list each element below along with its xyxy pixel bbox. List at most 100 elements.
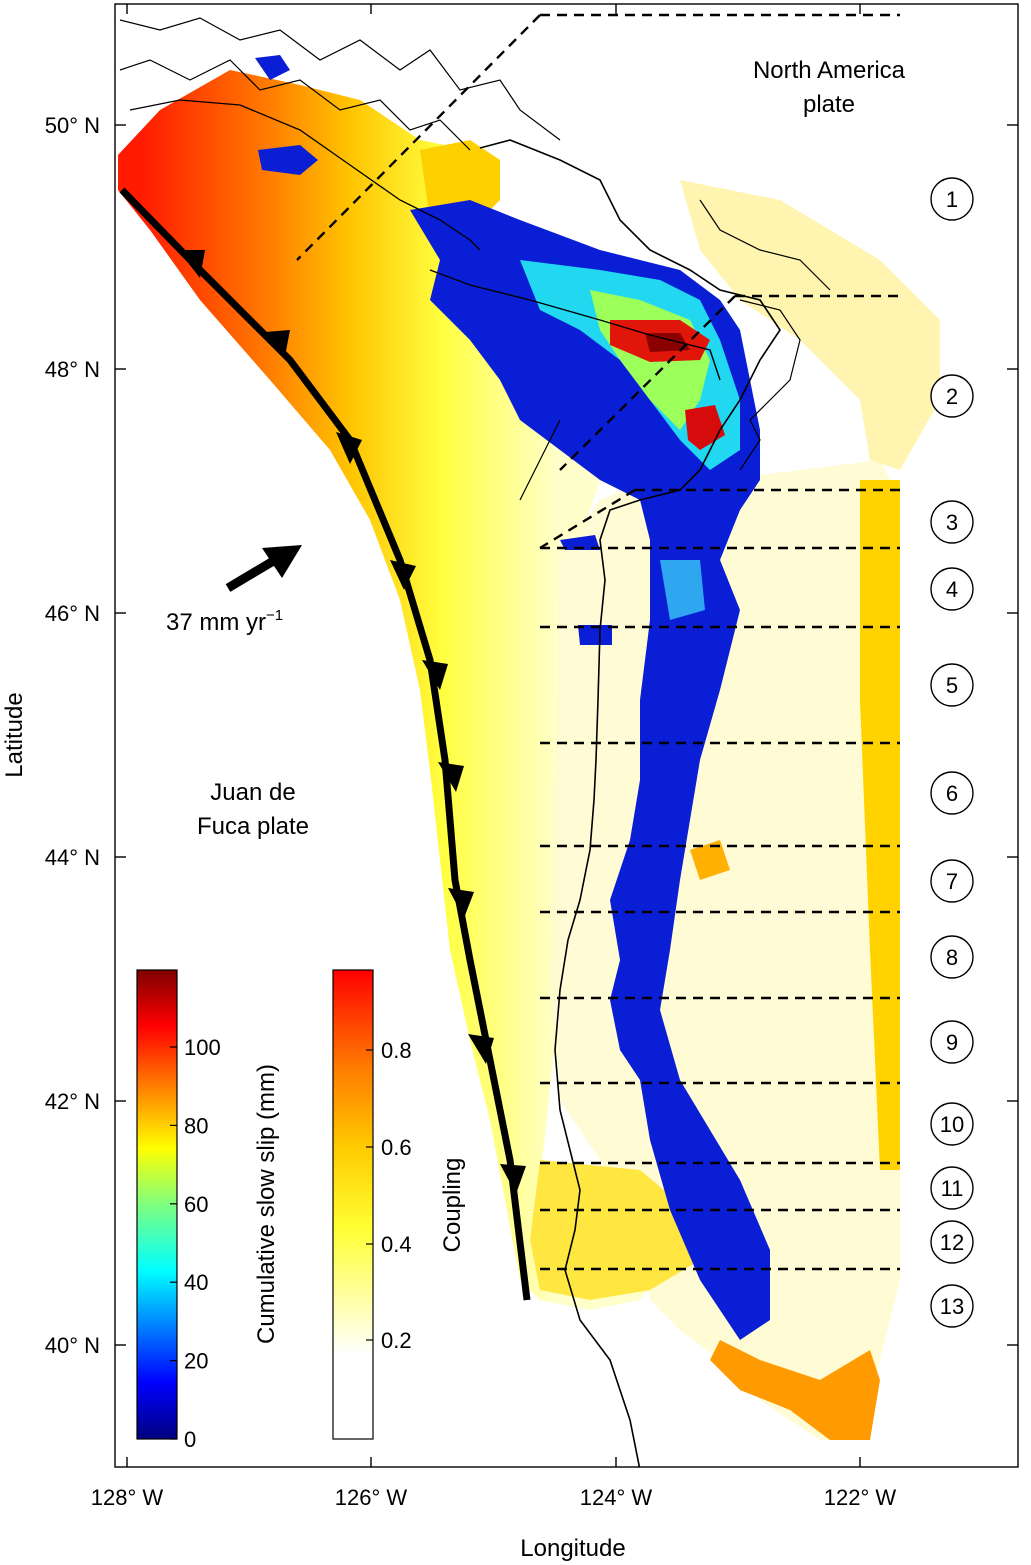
north-america-label-1: North America — [753, 57, 906, 84]
slip-blue-isolated-2 — [560, 535, 600, 550]
coupling-south-band — [530, 1160, 700, 1300]
coupling-colorbar-ramp — [332, 969, 374, 1440]
slip-colorbar-tick-label: 0 — [184, 1427, 196, 1452]
slip-colorbar-tick-label: 60 — [184, 1192, 208, 1217]
y-tick-label: 48° N — [45, 357, 100, 382]
segment-label: 5 — [946, 673, 958, 698]
y-tick-label: 42° N — [45, 1089, 100, 1114]
segment-number-10: 10 — [930, 1102, 974, 1146]
juan-de-fuca-label-1: Juan de — [210, 779, 295, 806]
segment-circle — [930, 500, 974, 544]
y-tick-label: 50° N — [45, 113, 100, 138]
segment-label: 11 — [941, 1176, 964, 1201]
slip-colorbar: 0 20 40 60 80 100 Cumulative slow slip (mm) — [136, 969, 280, 1452]
segment-circle — [930, 663, 974, 707]
x-tick-label: 126° W — [335, 1485, 408, 1510]
segment-number-11: 11 — [930, 1166, 974, 1210]
trench-line — [119, 187, 531, 1301]
y-tick-label: 44° N — [45, 845, 100, 870]
segment-circle — [930, 374, 974, 418]
coupling-ridge-south — [710, 1340, 880, 1440]
segment-number-2: 2 — [930, 374, 974, 418]
y-axis-title: Latitude — [1, 692, 28, 777]
velocity-label: 37 mm yr−1 — [166, 607, 283, 636]
north-america-label-2: plate — [803, 91, 855, 118]
coupling-colorbar-tick-label: 0.8 — [381, 1038, 412, 1063]
slip-colorbar-tick-label: 20 — [184, 1349, 208, 1374]
slip-colorbar-ramp — [136, 969, 178, 1440]
segment-label: 13 — [940, 1294, 964, 1319]
segment-circle — [930, 1020, 974, 1064]
coastline-inland-1 — [119, 17, 561, 141]
slip-cyan-mid — [660, 560, 705, 620]
segment-circle — [930, 1166, 974, 1210]
coupling-north-pale — [680, 180, 940, 470]
coupling-colorbar-tick-label: 0.4 — [381, 1232, 412, 1257]
slip-darkred-patch — [645, 333, 690, 352]
segment-label: 8 — [946, 945, 958, 970]
coastline-inland-2 — [119, 59, 471, 151]
segment-number-12: 12 — [930, 1220, 974, 1264]
coupling-colorbar-tick-label: 0.6 — [381, 1135, 412, 1160]
segment-number-6: 6 — [930, 771, 974, 815]
slip-blue-north — [258, 145, 318, 175]
segment-label: 10 — [940, 1112, 964, 1137]
trench-teeth — [178, 250, 526, 1194]
segment-label: 12 — [940, 1230, 964, 1255]
map-content: North America plate Juan de Fuca plate 3… — [118, 13, 940, 1467]
coastline-strait — [429, 269, 721, 381]
segment-label: 3 — [946, 510, 958, 535]
segment-number-3: 3 — [930, 500, 974, 544]
segment-circle — [930, 1102, 974, 1146]
segment-number-13: 13 — [930, 1284, 974, 1328]
coupling-colorbar: 0.2 0.4 0.6 0.8 Coupling — [332, 969, 466, 1440]
segment-number-4: 4 — [930, 567, 974, 611]
juan-de-fuca-label-2: Fuca plate — [197, 813, 309, 840]
segment-circle — [930, 859, 974, 903]
y-tick-label: 46° N — [45, 601, 100, 626]
slip-colorbar-tick-label: 100 — [184, 1035, 221, 1060]
coupling-spot-1 — [690, 840, 730, 880]
segment-label: 9 — [946, 1030, 958, 1055]
segment-label: 6 — [946, 781, 958, 806]
segment-number-1: 1 — [930, 177, 974, 221]
segment-label: 4 — [946, 577, 958, 602]
segment-label: 2 — [946, 384, 958, 409]
slip-colorbar-title: Cumulative slow slip (mm) — [253, 1064, 280, 1344]
segment-circle — [930, 935, 974, 979]
y-axis: 50° N 48° N 46° N 44° N 42° N 40° N — [45, 113, 1018, 1358]
segment-circle — [930, 567, 974, 611]
slip-blue-isolated — [578, 625, 612, 645]
velocity-label-text: 37 mm yr — [166, 609, 266, 636]
segment-number-5: 5 — [930, 663, 974, 707]
segment-circle — [930, 771, 974, 815]
coastline-puget — [519, 199, 831, 501]
y-tick-label: 40° N — [45, 1333, 100, 1358]
coupling-colorbar-title: Coupling — [439, 1158, 466, 1253]
segment-boundaries — [296, 13, 905, 1271]
coastline — [479, 139, 781, 1467]
map-frame — [114, 3, 1019, 1468]
x-axis-title: Longitude — [520, 1535, 625, 1562]
x-axis: 128° W 126° W 124° W 122° W — [91, 4, 896, 1510]
velocity-label-exponent: −1 — [266, 607, 283, 624]
coupling-colorbar-tick-label: 0.2 — [381, 1328, 412, 1353]
segment-label: 1 — [946, 187, 958, 212]
plate-velocity-arrow — [225, 545, 302, 592]
slip-colorbar-tick-label: 80 — [184, 1113, 208, 1138]
segment-circle — [930, 177, 974, 221]
segment-label: 7 — [946, 869, 958, 894]
coastline-vancouver-island — [129, 99, 481, 251]
segment-circle — [930, 1220, 974, 1264]
slip-colorbar-tick-label: 40 — [184, 1270, 208, 1295]
segment-circle — [930, 1284, 974, 1328]
segment-number-7: 7 — [930, 859, 974, 903]
segment-number-8: 8 — [930, 935, 974, 979]
slip-blue-north-2 — [255, 55, 290, 80]
slow-slip-field — [410, 200, 770, 1340]
segment-number-9: 9 — [930, 1020, 974, 1064]
x-tick-label: 124° W — [580, 1485, 653, 1510]
x-tick-label: 128° W — [91, 1485, 164, 1510]
